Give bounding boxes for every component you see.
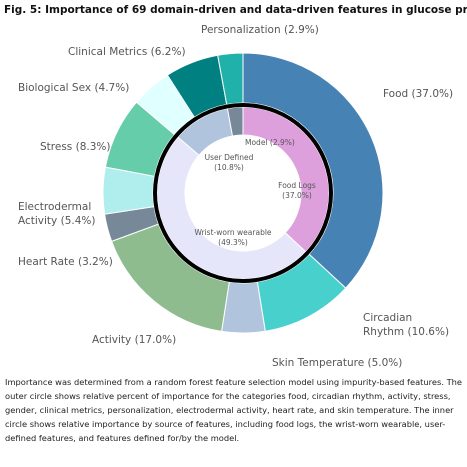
label-part: Model xyxy=(245,138,268,147)
label-part: (49.3%) xyxy=(218,238,248,247)
label-part: User Defined xyxy=(205,153,254,162)
label-part: (5.4%) xyxy=(61,215,96,227)
chart-title: Fig. 5: Importance of 69 domain-driven a… xyxy=(4,4,467,16)
label-part: (10.8%) xyxy=(214,163,244,172)
label-part: Activity xyxy=(92,334,131,346)
caption: Importance was determined from a random … xyxy=(5,377,463,443)
label-part: Biological Sex xyxy=(18,82,91,94)
label-part: (2.9%) xyxy=(270,138,295,147)
segment-label: Electrodermal Activity (5.4%) xyxy=(18,201,96,227)
segment-label: Heart Rate (3.2%) xyxy=(18,256,113,268)
label-part: (5.0%) xyxy=(368,357,403,369)
label-part: (37.0%) xyxy=(412,88,454,100)
segment-label: User Defined (10.8%) xyxy=(205,153,254,172)
label-part: (6.2%) xyxy=(151,46,186,58)
label-part: Personalization xyxy=(201,24,281,36)
segment-label: Wrist-worn wearable (49.3%) xyxy=(194,228,271,247)
donut-segment xyxy=(242,52,384,289)
label-part: Electrodermal xyxy=(18,201,91,213)
label-part: Rhythm xyxy=(363,326,404,338)
label-part: (2.9%) xyxy=(284,24,319,36)
donut-segment xyxy=(226,106,244,137)
label-part: Circadian xyxy=(363,312,412,324)
donut-segment xyxy=(156,136,307,280)
segment-label: Biological Sex (4.7%) xyxy=(18,82,129,94)
label-part: Clinical Metrics xyxy=(68,46,147,58)
segment-label: Circadian Rhythm (10.6%) xyxy=(363,312,449,338)
chart: Fig. 5: Importance of 69 domain-driven a… xyxy=(4,4,467,369)
segment-label: Food Logs (37.0%) xyxy=(278,181,316,200)
segment-label: Model (2.9%) xyxy=(245,138,295,147)
segment-label: Skin Temperature (5.0%) xyxy=(272,357,402,369)
segment-label: Food (37.0%) xyxy=(383,88,453,100)
label-part: (37.0%) xyxy=(282,191,312,200)
label-part: Activity xyxy=(18,215,57,227)
segment-label: Personalization (2.9%) xyxy=(201,24,319,36)
label-part: (3.2%) xyxy=(78,256,113,268)
label-part: Skin Temperature xyxy=(272,357,364,369)
label-part: (17.0%) xyxy=(135,334,177,346)
segment-label: Stress (8.3%) xyxy=(40,141,111,153)
segment-label: Clinical Metrics (6.2%) xyxy=(68,46,186,58)
label-part: (8.3%) xyxy=(76,141,111,153)
label-part: Food Logs xyxy=(278,181,316,190)
segment-label: Activity (17.0%) xyxy=(92,334,176,346)
label-part: (4.7%) xyxy=(94,82,129,94)
label-part: Wrist-worn wearable xyxy=(194,228,271,237)
label-part: Food xyxy=(383,88,408,100)
label-part: Heart Rate xyxy=(18,256,75,268)
label-part: (10.6%) xyxy=(408,326,450,338)
ring-border xyxy=(153,103,333,283)
label-part: Stress xyxy=(40,141,72,153)
